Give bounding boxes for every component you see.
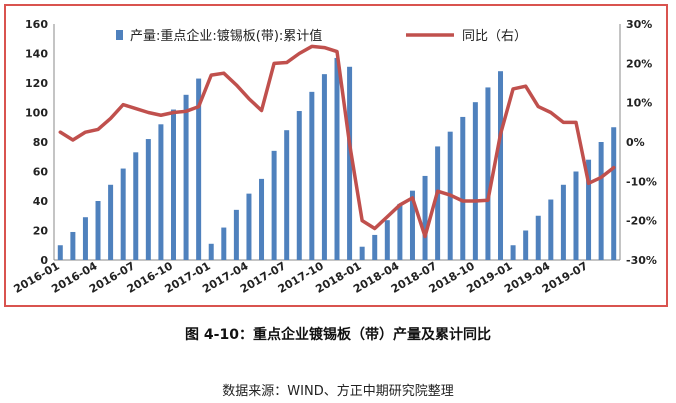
bar-2018-05 <box>409 190 415 260</box>
right-tick-label: 30% <box>626 18 652 31</box>
x-axis-ticks: 2016-012016-042016-072016-102017-012017-… <box>12 259 591 296</box>
bar-2016-11 <box>183 94 189 260</box>
right-tick-label: -20% <box>626 215 657 228</box>
bar-2018-03 <box>384 220 390 260</box>
bar-2017-04 <box>246 193 252 261</box>
bar-series <box>57 57 617 261</box>
bar-2019-08 <box>598 142 604 260</box>
left-tick-label: 100 <box>25 107 48 120</box>
bar-2016-01 <box>57 245 63 260</box>
right-tick-label: -10% <box>626 175 657 188</box>
bar-2016-08 <box>145 139 151 260</box>
bar-2019-05 <box>560 184 566 260</box>
bar-2016-06 <box>120 168 126 260</box>
left-tick-label: 0 <box>40 254 48 267</box>
figure-caption: 图 4-10：重点企业镀锡板（带）产量及累计同比 <box>185 327 491 343</box>
bar-2016-07 <box>133 152 139 260</box>
bar-2018-10 <box>472 102 478 261</box>
bar-2016-03 <box>82 217 88 260</box>
right-tick-label: 10% <box>626 97 652 110</box>
legend-line-label: 同比（右） <box>462 29 527 44</box>
bar-2017-03 <box>233 209 239 260</box>
bar-2018-12 <box>498 71 504 260</box>
right-tick-label: -30% <box>626 254 657 267</box>
bar-2018-11 <box>485 87 491 261</box>
left-tick-label: 120 <box>25 77 48 90</box>
bar-2017-09 <box>309 91 315 260</box>
bar-2017-12 <box>347 66 353 260</box>
right-axis-ticks: -30% -20% -10% 0% 10% 20% 30% <box>626 18 657 267</box>
bar-2019-07 <box>586 159 592 260</box>
left-axis-ticks: 0 20 40 60 80 100 120 140 160 <box>25 18 48 267</box>
legend-bar-swatch <box>116 30 123 40</box>
bar-2016-04 <box>95 201 101 260</box>
bar-2018-06 <box>422 175 428 260</box>
bar-2016-10 <box>170 109 176 260</box>
chart-svg: 0 20 40 60 80 100 120 140 160 -30% -20% -10% 0% 10% 2… <box>12 18 657 296</box>
bar-2017-05 <box>259 178 265 261</box>
bar-2019-04 <box>548 199 554 260</box>
bar-2019-02 <box>523 230 529 260</box>
bar-2016-05 <box>108 184 114 260</box>
left-tick-label: 140 <box>25 48 48 61</box>
legend: 产量:重点企业:镀锡板(带):累计值 同比（右） <box>116 28 527 44</box>
bar-2018-07 <box>435 146 441 260</box>
left-tick-label: 20 <box>33 225 49 238</box>
left-tick-label: 80 <box>33 136 49 149</box>
bar-2017-01 <box>208 243 214 260</box>
bar-2017-10 <box>321 74 327 261</box>
left-tick-label: 40 <box>33 195 49 208</box>
left-tick-label: 60 <box>33 166 49 179</box>
bar-2019-03 <box>535 215 541 260</box>
bar-2016-09 <box>158 124 164 260</box>
bar-2017-07 <box>284 130 290 260</box>
bar-2016-12 <box>196 78 202 260</box>
bar-2018-01 <box>359 246 365 260</box>
bar-2017-08 <box>296 111 302 260</box>
bar-2017-06 <box>271 150 277 260</box>
bar-2017-11 <box>334 57 340 261</box>
bar-2018-04 <box>397 203 403 260</box>
right-tick-label: 20% <box>626 57 652 70</box>
right-tick-label: 0% <box>626 136 645 149</box>
line-series <box>58 44 616 239</box>
bar-2019-01 <box>510 245 516 260</box>
bar-2019-06 <box>573 171 579 260</box>
left-tick-label: 160 <box>25 18 48 31</box>
data-source-note: 数据来源：WIND、方正中期研究院整理 <box>222 384 454 399</box>
chart-frame: 0 20 40 60 80 100 120 140 160 -30% -20% -10% 0% 10% 2… <box>4 4 668 307</box>
bar-2017-02 <box>221 227 227 260</box>
bar-2018-02 <box>372 234 378 260</box>
bar-2019-09 <box>611 127 617 260</box>
bar-2016-02 <box>70 231 76 260</box>
legend-bar-label: 产量:重点企业:镀锡板(带):累计值 <box>130 28 322 44</box>
bar-2018-09 <box>460 116 466 261</box>
